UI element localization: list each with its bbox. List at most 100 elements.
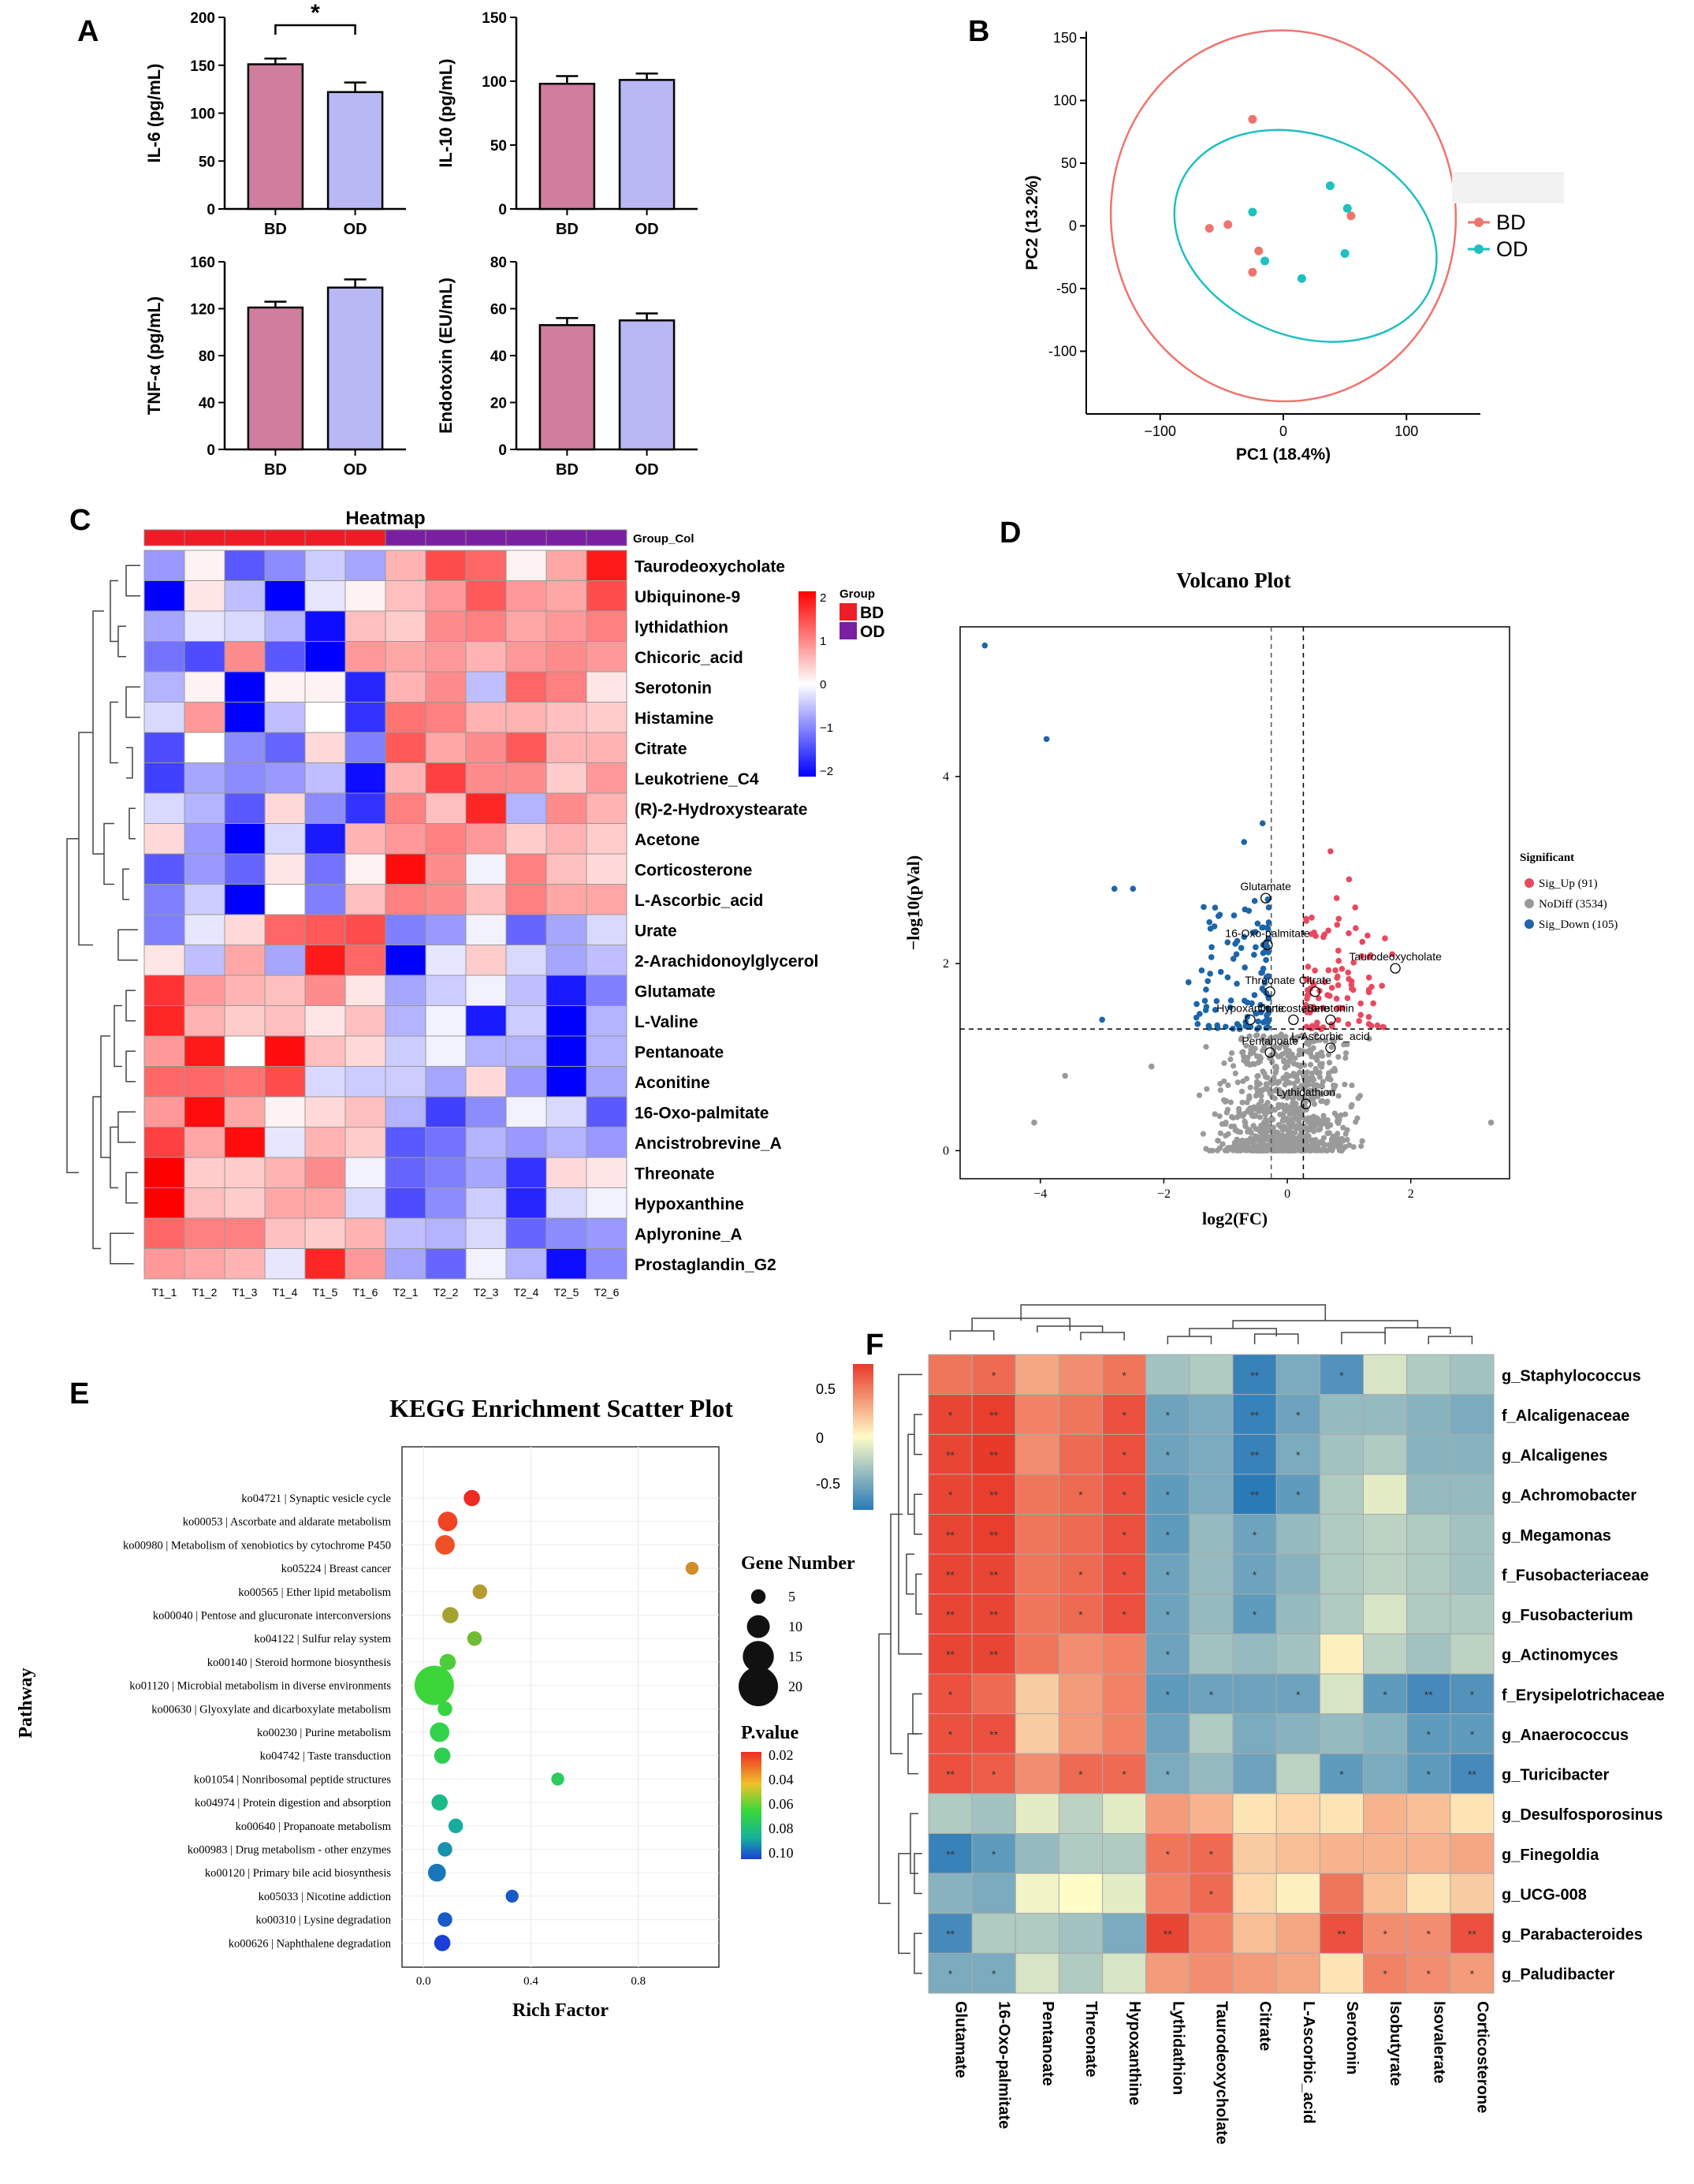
heatmap-cell xyxy=(304,610,346,642)
volcano-point-nodiff xyxy=(1300,1098,1307,1105)
significance-star: ** xyxy=(989,1568,998,1581)
correlation-cell xyxy=(971,1873,1016,1914)
heatmap-cell xyxy=(304,1035,346,1067)
correlation-cell xyxy=(928,1793,973,1834)
volcano-point-nodiff xyxy=(1335,1053,1342,1060)
heatmap-cell xyxy=(344,792,386,824)
correlation-cell xyxy=(1015,1793,1059,1834)
heatmap-cell xyxy=(344,671,386,703)
heatmap-cell xyxy=(465,1096,507,1127)
correlation-cell xyxy=(1450,1713,1495,1754)
color-scale-tick: -0.5 xyxy=(816,1476,840,1492)
heatmap-cell xyxy=(505,1157,547,1188)
volcano-point-down xyxy=(1198,967,1205,974)
y-tick-label: -50 xyxy=(1056,281,1077,296)
volcano-point-up xyxy=(1359,938,1365,945)
pathway-label: ko01120 | Microbial metabolism in divers… xyxy=(129,1680,391,1693)
correlation-cell xyxy=(1406,1354,1451,1396)
dendrogram-branch xyxy=(1020,1304,1327,1321)
heatmap-cell xyxy=(224,853,266,885)
heatmap-cell xyxy=(344,702,386,733)
dendrogram-branch xyxy=(907,1433,914,1515)
correlation-cell xyxy=(1058,1713,1104,1754)
significance-star: * xyxy=(1339,1369,1344,1381)
heatmap-cell xyxy=(586,945,627,976)
volcano-point-nodiff xyxy=(1295,1105,1301,1112)
heatmap-cell xyxy=(545,1005,587,1037)
volcano-point-nodiff xyxy=(1341,1042,1347,1048)
heatmap-cell xyxy=(264,1096,306,1127)
heatmap-cell xyxy=(184,1127,225,1158)
volcano-point-nodiff xyxy=(1335,1118,1341,1125)
volcano-point-nodiff xyxy=(1326,1060,1333,1066)
volcano-point-up xyxy=(1320,934,1327,941)
significance-star: ** xyxy=(1424,1688,1433,1701)
volcano-point-nodiff xyxy=(1320,1135,1327,1141)
heatmap-cell xyxy=(385,792,426,824)
color-scale-bar xyxy=(853,1364,873,1510)
volcano-point-nodiff xyxy=(1234,1147,1241,1153)
volcano-point-up xyxy=(1346,876,1353,883)
volcano-point-up xyxy=(1365,932,1371,939)
volcano-point-up xyxy=(1334,975,1341,981)
volcano-point-nodiff xyxy=(1276,1086,1283,1093)
column-label: T1_3 xyxy=(233,1286,258,1299)
legend-label: Sig_Down (105) xyxy=(1539,919,1618,931)
volcano-point-down xyxy=(1207,971,1213,977)
heatmap-cell xyxy=(224,1187,266,1219)
pca-point-od xyxy=(1342,203,1352,213)
volcano-point-nodiff xyxy=(1279,1051,1286,1057)
volcano-point-nodiff xyxy=(1317,1061,1324,1068)
metabolite-label: Hypoxanthine xyxy=(1216,1001,1284,1014)
significance-star: * xyxy=(1209,1688,1214,1701)
heatmap-cell xyxy=(545,1217,587,1249)
row-label: f_Fusobacteriaceae xyxy=(1502,1567,1649,1584)
volcano-point-nodiff xyxy=(1320,1112,1327,1119)
significance-star: * xyxy=(992,1768,996,1781)
volcano-point-nodiff xyxy=(1259,1137,1265,1143)
correlation-cell xyxy=(1275,1553,1320,1595)
volcano-point-nodiff xyxy=(1353,1119,1359,1125)
heatmap-cell xyxy=(264,641,306,673)
panel-c-heatmap: Heatmap Group_Col Taurodeoxycholate Ubiquin… xyxy=(66,508,885,1299)
correlation-cell xyxy=(1232,1952,1277,1994)
correlation-cell xyxy=(1406,1553,1451,1595)
heatmap-cell xyxy=(184,762,225,794)
volcano-point-nodiff xyxy=(1241,1057,1247,1064)
dendrogram-branch xyxy=(1384,1327,1451,1334)
volcano-point-nodiff xyxy=(1309,1140,1316,1147)
heatmap-cell xyxy=(425,975,467,1006)
significance-star: * xyxy=(1122,1409,1126,1422)
volcano-point-down xyxy=(1217,968,1224,975)
heatmap-cell xyxy=(143,823,185,855)
heatmap-cell xyxy=(545,1066,587,1098)
heatmap-cell xyxy=(224,823,266,855)
volcano-point-nodiff xyxy=(1288,1105,1294,1112)
heatmap-cell xyxy=(224,884,266,915)
heatmap-cell xyxy=(385,1035,426,1067)
heatmap-cell xyxy=(586,1005,627,1037)
volcano-point-nodiff xyxy=(1256,1101,1262,1108)
correlation-cell xyxy=(1058,1394,1104,1435)
volcano-point-up xyxy=(1337,1004,1343,1012)
volcano-point-nodiff xyxy=(1297,1062,1304,1068)
panel-label-c: C xyxy=(69,504,91,537)
correlation-cell xyxy=(1363,1433,1408,1475)
volcano-point-nodiff xyxy=(1289,1051,1295,1057)
volcano-point-nodiff xyxy=(1217,1086,1223,1094)
volcano-point-down xyxy=(1244,999,1251,1006)
dendrogram-branch xyxy=(122,868,129,900)
significance-star: ** xyxy=(1163,1928,1172,1940)
volcano-point-nodiff xyxy=(1281,1057,1287,1064)
volcano-point-nodiff xyxy=(1216,1113,1223,1120)
correlation-cell xyxy=(1232,1633,1277,1675)
correlation-cell xyxy=(1015,1633,1059,1675)
volcano-point-nodiff xyxy=(1328,1044,1335,1050)
heatmap-cell xyxy=(545,610,587,642)
heatmap-cell xyxy=(224,1217,266,1249)
x-tick-label: BD xyxy=(556,461,579,479)
heatmap-cell xyxy=(425,671,467,703)
dendrogram-branch xyxy=(1189,1328,1277,1336)
volcano-point-up xyxy=(1379,982,1385,990)
heatmap-cell xyxy=(425,762,467,794)
